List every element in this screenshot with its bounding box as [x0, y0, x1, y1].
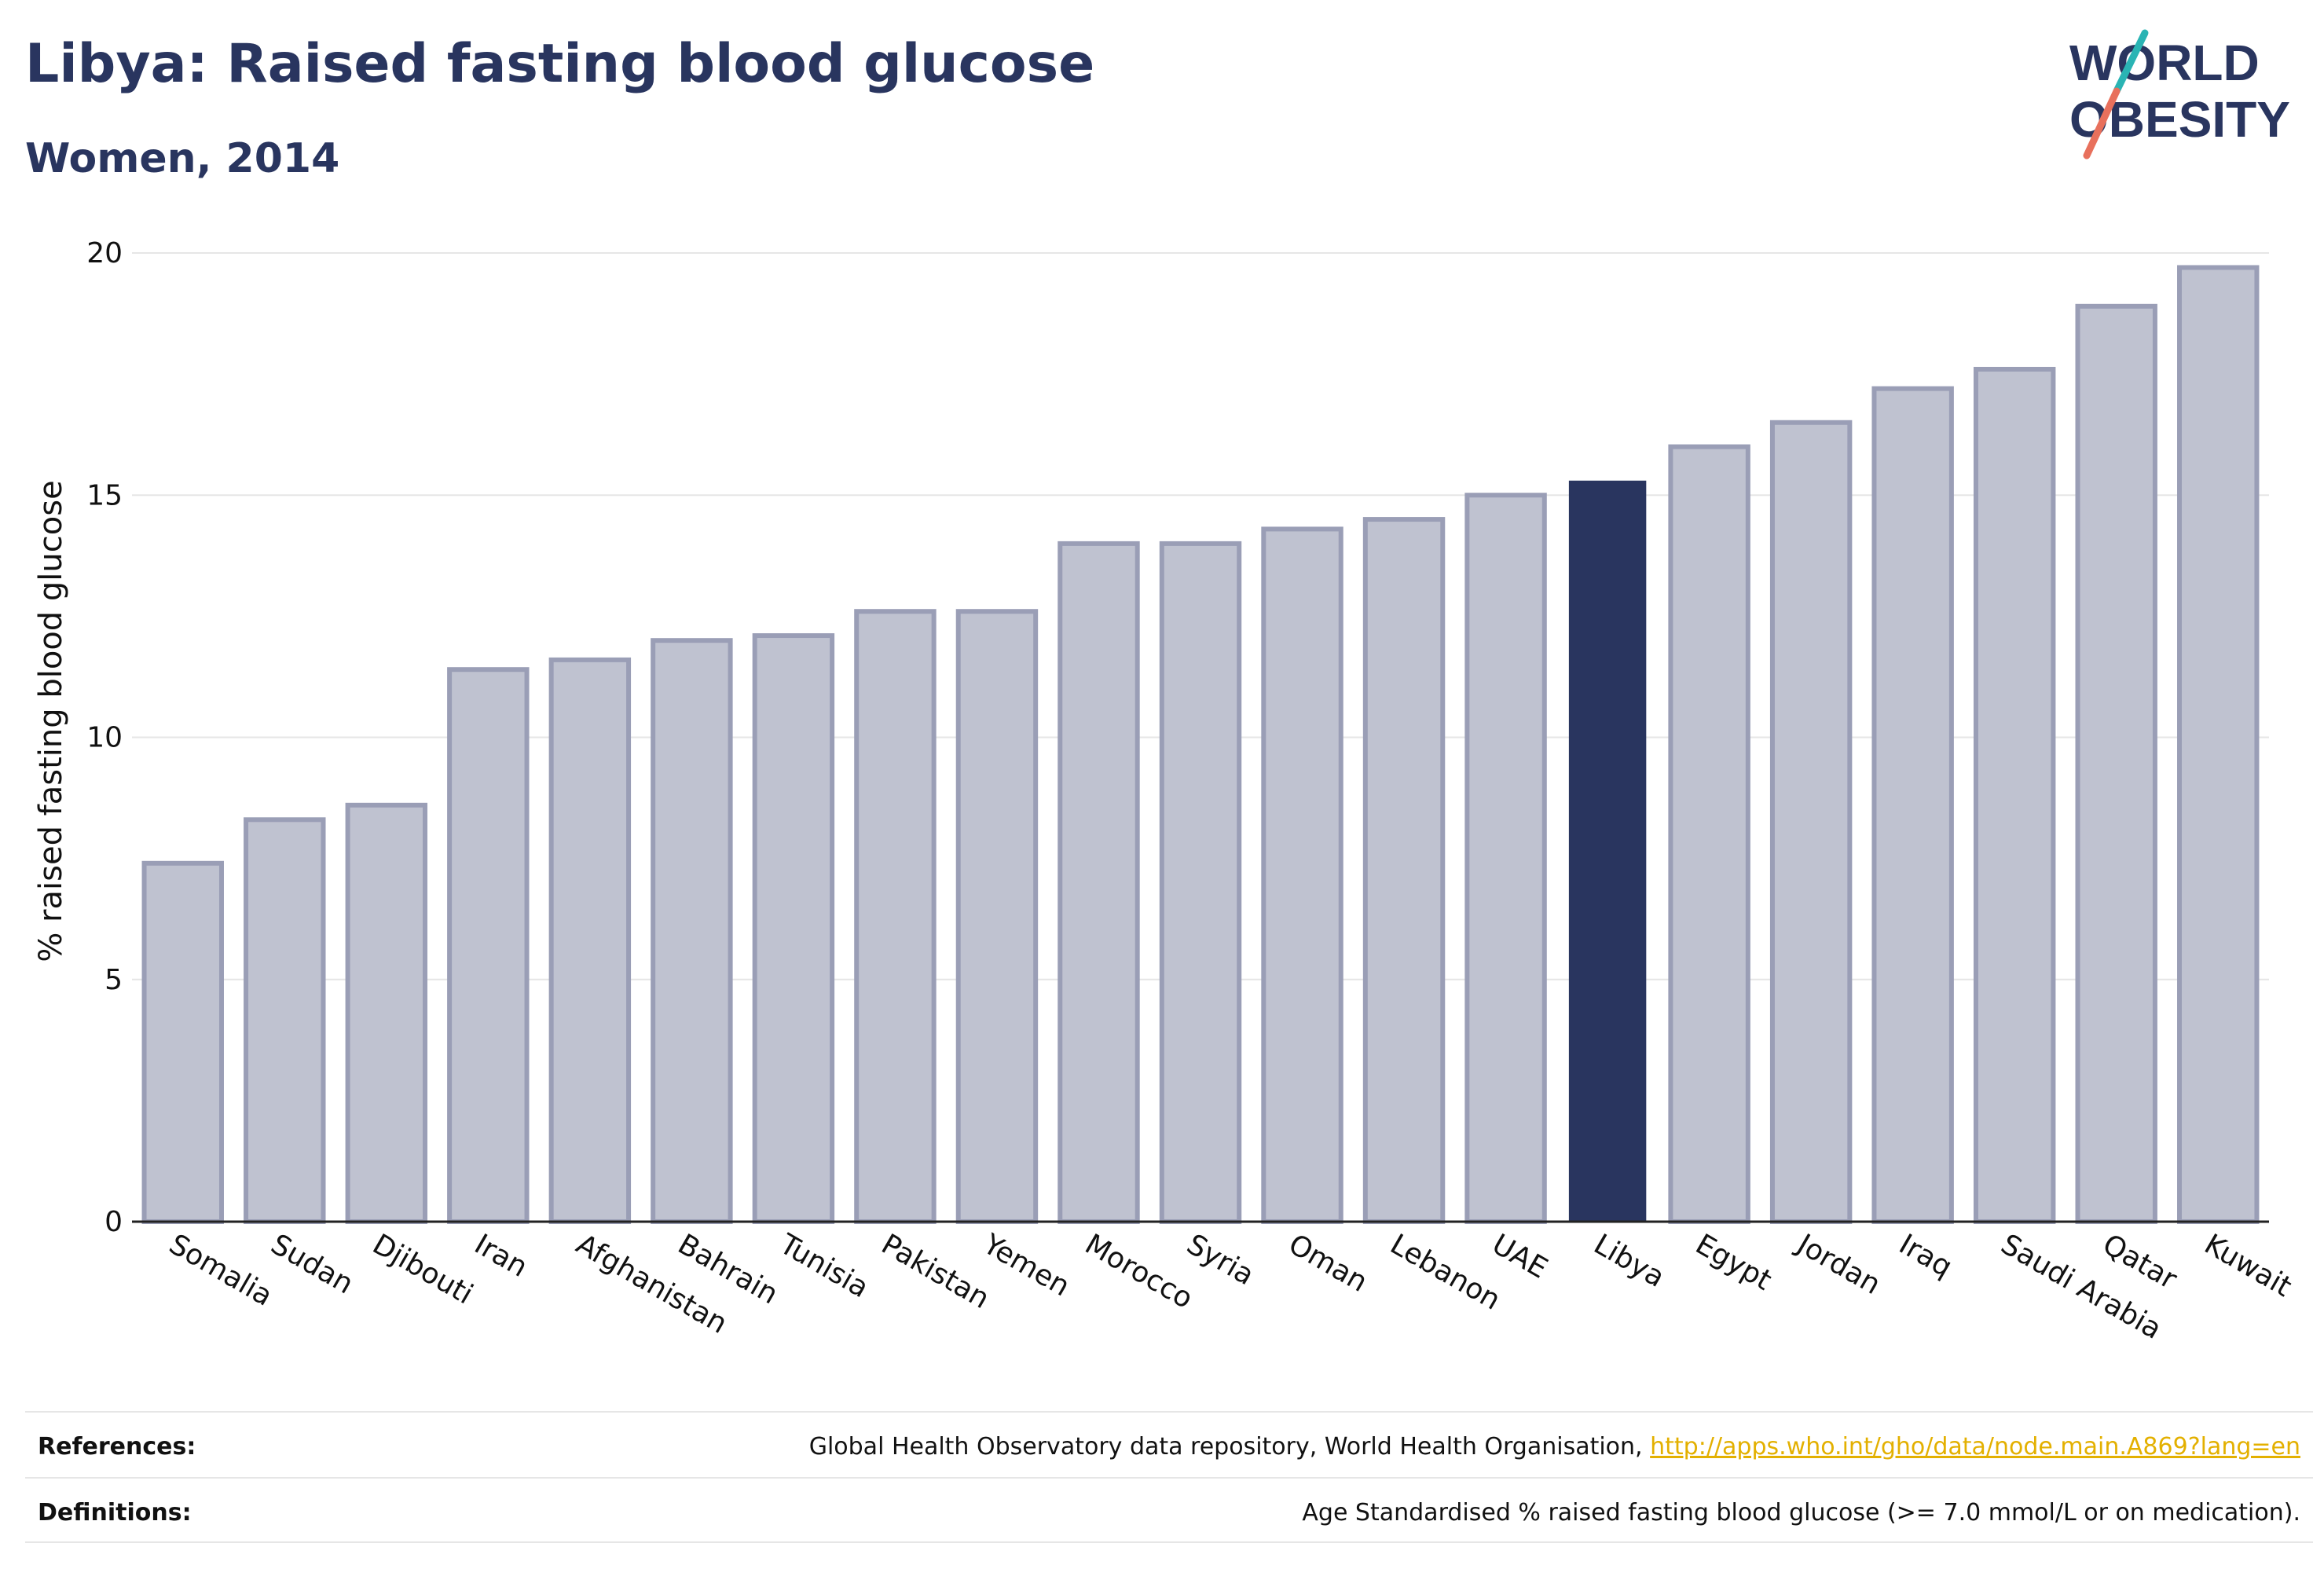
- bar: [1362, 517, 1446, 1224]
- bar: [955, 609, 1039, 1224]
- bar: [2075, 303, 2157, 1225]
- x-tick-label: Djibouti: [367, 1228, 478, 1310]
- y-tick-label: 5: [104, 964, 123, 996]
- y-tick-label: 0: [104, 1206, 123, 1238]
- bars: [141, 265, 2260, 1225]
- x-tick-label: Kuwait: [2199, 1228, 2297, 1303]
- bar: [1058, 541, 1140, 1224]
- bar: [548, 657, 632, 1224]
- x-tick-label: Tunisia: [774, 1228, 874, 1304]
- bar: [141, 860, 224, 1225]
- bar: [1769, 420, 1853, 1224]
- definitions-text: Age Standardised % raised fasting blood …: [1302, 1499, 2300, 1527]
- bar: [1159, 541, 1242, 1224]
- logo-line-1: WORLD: [2069, 35, 2260, 91]
- footer-divider-top: [25, 1411, 2313, 1413]
- x-tick-label: UAE: [1486, 1228, 1552, 1285]
- y-tick-label: 15: [86, 479, 123, 511]
- logo-slash-top: [2113, 29, 2149, 95]
- references-text: Global Health Observatory data repositor…: [809, 1433, 2300, 1461]
- x-tick-label: Oman: [1283, 1228, 1373, 1299]
- x-tick-label: Somalia: [163, 1228, 277, 1313]
- bar: [854, 609, 937, 1224]
- bar: [244, 817, 326, 1225]
- x-tick-label: Iraq: [1893, 1228, 1957, 1284]
- x-tick-label: Jordan: [1791, 1227, 1886, 1301]
- page-title: Libya: Raised fasting blood glucose: [25, 33, 1095, 95]
- bar: [447, 667, 530, 1224]
- x-tick-label: Sudan: [266, 1228, 359, 1300]
- y-axis-title: % raised fasting blood glucose: [33, 480, 69, 962]
- x-tick-label: Lebanon: [1385, 1228, 1506, 1317]
- bar-highlight: [1568, 480, 1647, 1222]
- bar: [1973, 366, 2056, 1225]
- references-link[interactable]: http://apps.who.int/gho/data/node.main.A…: [1650, 1433, 2300, 1461]
- y-tick-label: 20: [86, 237, 123, 269]
- references-label: References:: [38, 1433, 196, 1461]
- logo-slash-bottom: [2083, 87, 2121, 159]
- x-tick-label: Syria: [1182, 1228, 1259, 1292]
- x-tick-label: Pakistan: [876, 1228, 995, 1315]
- page-subtitle: Women, 2014: [25, 135, 340, 182]
- footer-divider-bottom: [25, 1541, 2313, 1543]
- bar: [1871, 386, 1954, 1224]
- references-source: Global Health Observatory data repositor…: [808, 1433, 1643, 1461]
- world-obesity-logo: WORLD OBESITY: [2069, 29, 2290, 159]
- bar: [752, 633, 835, 1224]
- y-tick-label: 10: [86, 722, 123, 754]
- bar: [1668, 444, 1750, 1224]
- bar: [2177, 265, 2260, 1224]
- bar: [345, 802, 428, 1225]
- bar: [651, 638, 733, 1224]
- bar: [1261, 526, 1343, 1224]
- definitions-label: Definitions:: [38, 1499, 192, 1527]
- bar: [1464, 493, 1547, 1224]
- x-tick-label: Egypt: [1690, 1228, 1776, 1296]
- footer-divider-middle: [25, 1477, 2313, 1479]
- x-tick-label: Iran: [469, 1228, 533, 1284]
- x-tick-label: Morocco: [1080, 1228, 1198, 1315]
- x-tick-label: Libya: [1589, 1228, 1670, 1294]
